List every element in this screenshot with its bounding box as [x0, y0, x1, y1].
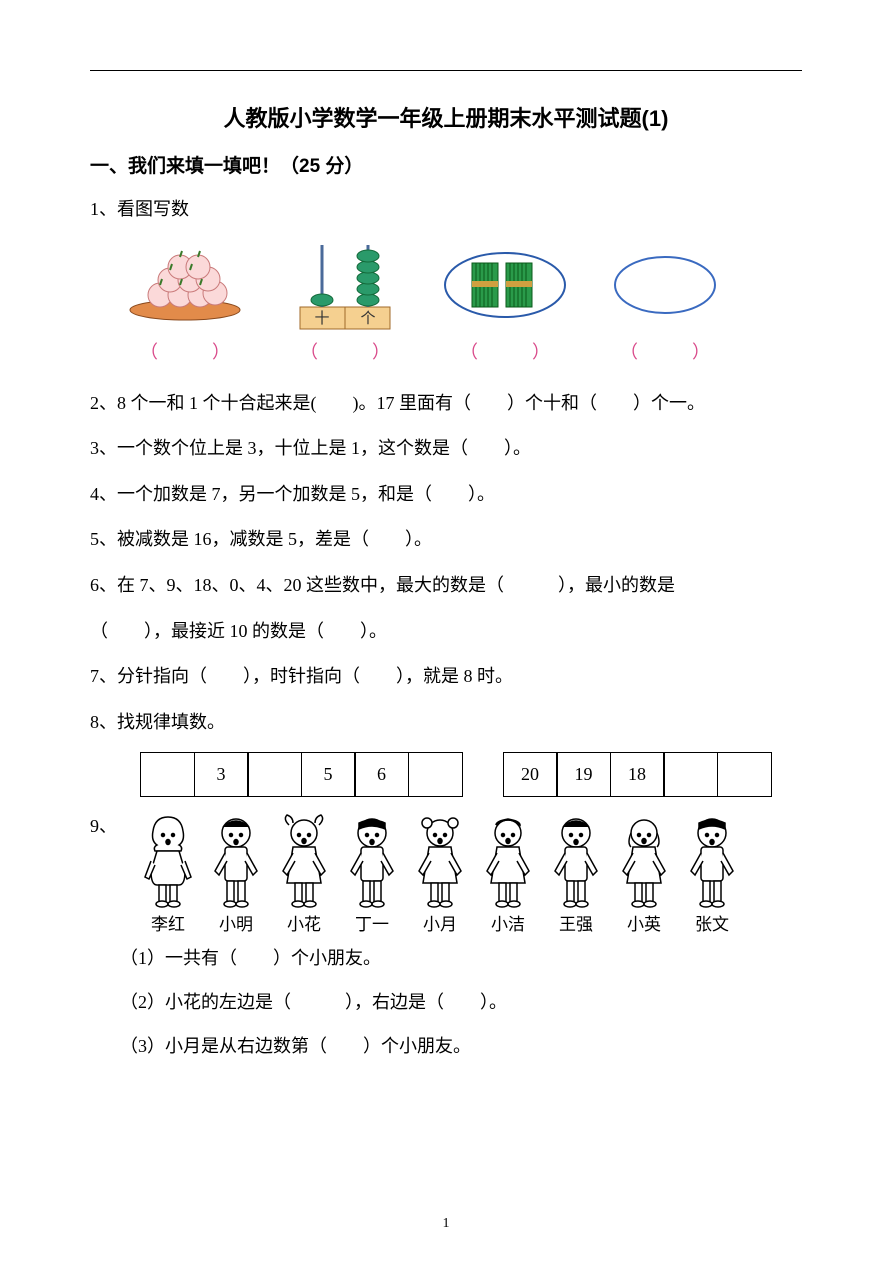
kid-1: 小明	[205, 813, 267, 935]
abacus-icon: 十 个	[280, 240, 410, 330]
q8-t2-c4	[717, 752, 772, 797]
q4: 4、一个加数是 7，另一个加数是 5，和是（ ）。	[90, 475, 802, 515]
kid-name-5: 小洁	[491, 910, 525, 935]
q9-label: 9、	[90, 807, 117, 847]
kid-name-8: 张文	[695, 910, 729, 935]
q1-blank-1: （ ）	[140, 338, 230, 364]
q8-table-1: 3 5 6	[140, 752, 463, 797]
q1-col-sticks: （ ）	[440, 240, 570, 364]
kid-7: 小英	[613, 813, 675, 935]
q5: 5、被减数是 16，减数是 5，差是（ ）。	[90, 520, 802, 560]
q8-t2-c1: 19	[556, 752, 611, 797]
q1-label: 1、看图写数	[90, 190, 802, 230]
q7: 7、分针指向（ ），时针指向（ ），就是 8 时。	[90, 657, 802, 697]
q9-sub2: （2）小花的左边是（ ），右边是（ ）。	[90, 983, 802, 1023]
section-1-heading: 一、我们来填一填吧！（25 分）	[90, 151, 802, 178]
q1-blank-3: （ ）	[460, 338, 550, 364]
q1-col-peaches: （ ）	[120, 240, 250, 364]
kid-name-4: 小月	[423, 910, 457, 935]
kid-5: 小洁	[477, 813, 539, 935]
kid-3: 丁一	[341, 813, 403, 935]
q8-t2-c0: 20	[503, 752, 558, 797]
q8-label: 8、找规律填数。	[90, 703, 802, 743]
q1-col-abacus: 十 个 （ ）	[280, 240, 410, 364]
q8-t1-c4: 6	[354, 752, 409, 797]
kid-6: 王强	[545, 813, 607, 935]
q8-t1-c0	[140, 752, 195, 797]
kid-name-0: 李红	[151, 910, 185, 935]
kid-2: 小花	[273, 813, 335, 935]
q1-col-empty: （ ）	[600, 240, 730, 364]
q8-tables: 3 5 6 20 19 18	[90, 752, 802, 797]
q6a: 6、在 7、9、18、0、4、20 这些数中，最大的数是（ ），最小的数是	[90, 566, 802, 606]
abacus-ones-label: 个	[360, 310, 375, 327]
page-title: 人教版小学数学一年级上册期末水平测试题(1)	[90, 101, 802, 133]
q9-kids-row: 李红 小明 小花 丁一 小月 小洁 王强 小英 张文	[127, 813, 802, 935]
q8-t1-c1: 3	[194, 752, 249, 797]
q8-t2-c3	[663, 752, 718, 797]
abacus-tens-label: 十	[314, 310, 329, 327]
q8-t1-c5	[408, 752, 463, 797]
kid-name-1: 小明	[219, 910, 253, 935]
kid-name-7: 小英	[627, 910, 661, 935]
q8-t1-c2	[247, 752, 302, 797]
q8-table-2: 20 19 18	[503, 752, 772, 797]
q1-blank-4: （ ）	[620, 338, 710, 364]
page-number: 1	[0, 1216, 892, 1232]
q9-sub1: （1）一共有（ ）个小朋友。	[90, 939, 802, 979]
kid-name-3: 丁一	[355, 910, 389, 935]
kid-0: 李红	[137, 813, 199, 935]
empty-oval-icon	[600, 240, 730, 330]
q9-sub3: （3）小月是从右边数第（ ）个小朋友。	[90, 1027, 802, 1067]
q8-t2-c2: 18	[610, 752, 665, 797]
kid-name-2: 小花	[287, 910, 321, 935]
peaches-icon	[120, 240, 250, 330]
q6b: （ ），最接近 10 的数是（ ）。	[90, 612, 802, 652]
q1-blank-2: （ ）	[300, 338, 390, 364]
q1-images: （ ） 十 个 （ ）	[90, 240, 802, 364]
sticks-icon	[440, 240, 570, 330]
q2: 2、8 个一和 1 个十合起来是( )。17 里面有（ ）个十和（ ）个一。	[90, 384, 802, 424]
q3: 3、一个数个位上是 3，十位上是 1，这个数是（ ）。	[90, 429, 802, 469]
kid-name-6: 王强	[559, 910, 593, 935]
kid-4: 小月	[409, 813, 471, 935]
top-rule	[90, 70, 802, 71]
q8-t1-c3: 5	[301, 752, 356, 797]
kid-8: 张文	[681, 813, 743, 935]
